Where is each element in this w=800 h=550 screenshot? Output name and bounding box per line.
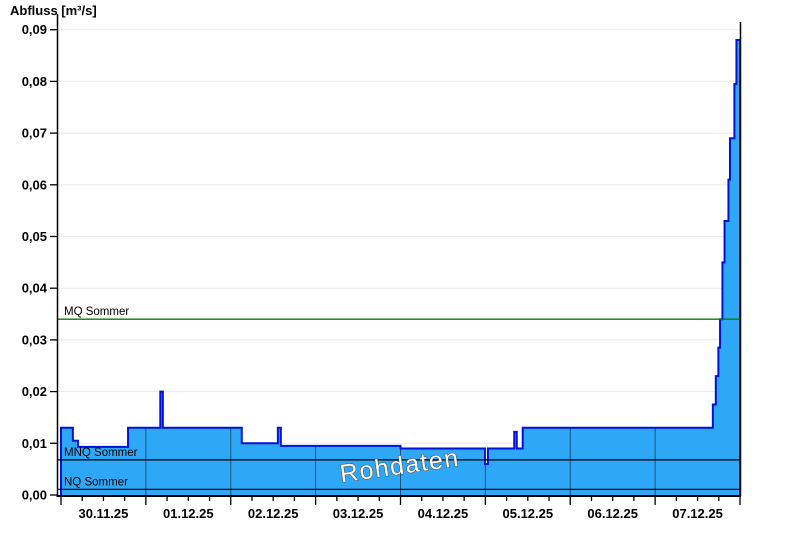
- reference-label-nq-sommer: NQ Sommer: [64, 476, 128, 488]
- reference-label-mq-sommer: MQ Sommer: [64, 306, 129, 318]
- y-tick-label: 0,05: [22, 229, 47, 244]
- y-tick-label: 0,03: [22, 332, 47, 347]
- axes: [56, 14, 742, 497]
- data-line: [60, 39, 741, 495]
- x-tick-label: 06.12.25: [587, 506, 638, 521]
- day-gridlines: [145, 40, 656, 495]
- chart-title: Abfluss [m³/s]: [10, 3, 97, 18]
- y-tick-label: 0,04: [22, 281, 48, 296]
- x-tick-label: 05.12.25: [503, 506, 554, 521]
- x-tick-label: 03.12.25: [333, 506, 384, 521]
- x-tick-label: 02.12.25: [248, 506, 299, 521]
- y-tick-label: 0,09: [22, 22, 47, 37]
- x-tick-label: 04.12.25: [418, 506, 469, 521]
- x-tick-label: 30.11.25: [78, 506, 128, 521]
- reference-label-mnq-sommer: MNQ Sommer: [64, 447, 138, 459]
- x-tick-label: 07.12.25: [672, 506, 723, 521]
- y-tick-label: 0,08: [22, 74, 47, 89]
- y-tick-label: 0,02: [22, 384, 47, 399]
- y-tick-label: 0,00: [22, 488, 47, 503]
- data-area: [61, 40, 740, 495]
- x-tick-labels: 30.11.25 01.12.25 02.12.25 03.12.25 04.12.25…: [60, 497, 741, 521]
- y-tick-label: 0,07: [22, 126, 47, 141]
- y-gridlines: [57, 29, 740, 444]
- y-tick-label: 0,01: [22, 436, 47, 451]
- x-tick-label: 01.12.25: [163, 506, 214, 521]
- y-tick-label: 0,06: [22, 177, 47, 192]
- y-tick-labels: 0,00 0,01 0,02 0,03 0,04 0,05 0,06 0,07 0,08 0,09: [22, 22, 58, 503]
